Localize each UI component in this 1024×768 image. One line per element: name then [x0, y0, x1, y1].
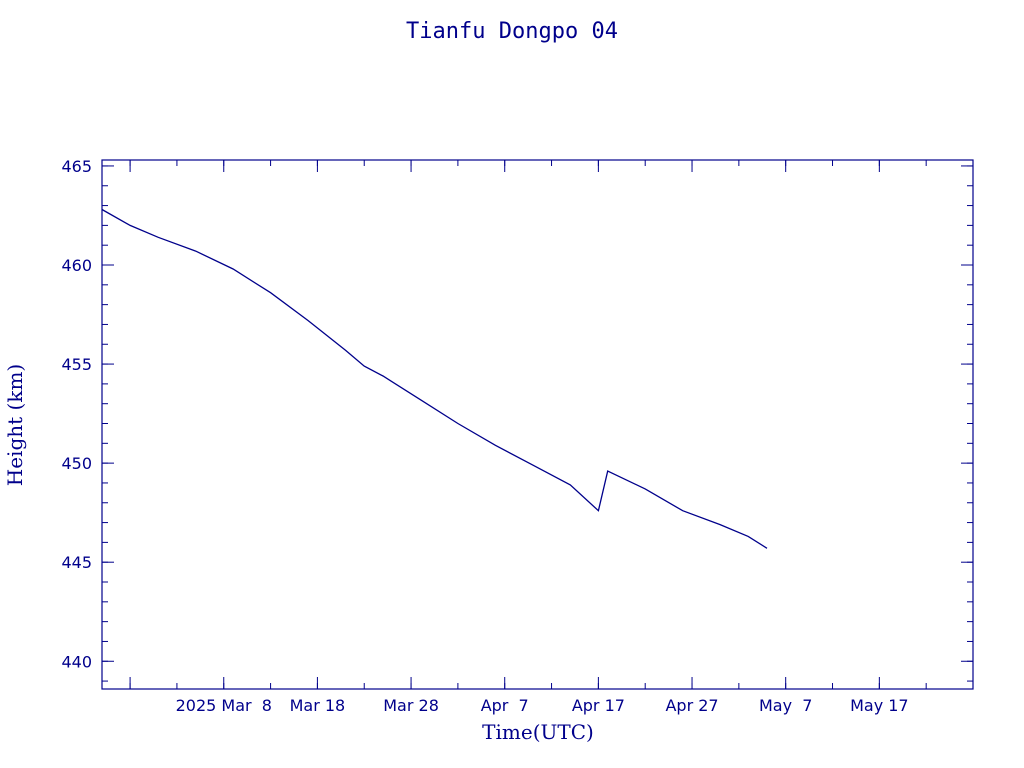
x-tick-label: May 7 — [759, 696, 812, 715]
x-axis-ticks — [129, 160, 974, 689]
x-tick-label: Apr 7 — [481, 696, 529, 715]
y-axis-ticks — [102, 165, 973, 682]
y-tick-label: 465 — [61, 157, 92, 176]
y-tick-label: 455 — [61, 355, 92, 374]
x-axis-label: Time(UTC) — [482, 720, 594, 744]
x-tick-label: Mar 28 — [383, 696, 439, 715]
height-series-line — [101, 208, 768, 549]
y-tick-label: 450 — [61, 454, 92, 473]
plot-frame — [101, 159, 974, 690]
x-tick-label: May 17 — [850, 696, 909, 715]
x-tick-label: 2025 Mar 8 — [176, 696, 272, 715]
x-tick-label: Apr 27 — [665, 696, 718, 715]
y-axis-label: Height (km) — [3, 364, 27, 486]
x-tick-label: Mar 18 — [290, 696, 346, 715]
chart-title: Tianfu Dongpo 04 — [406, 19, 618, 44]
x-tick-label: Apr 17 — [572, 696, 625, 715]
y-tick-label: 445 — [61, 553, 92, 572]
y-axis-tick-labels: 440 445 450 455 460 465 — [61, 157, 92, 671]
x-axis-tick-labels: 2025 Mar 8 Mar 18 Mar 28 Apr 7 Apr 17 Apr 27 M… — [176, 696, 909, 715]
y-tick-label: 440 — [61, 652, 92, 671]
y-tick-label: 460 — [61, 256, 92, 275]
